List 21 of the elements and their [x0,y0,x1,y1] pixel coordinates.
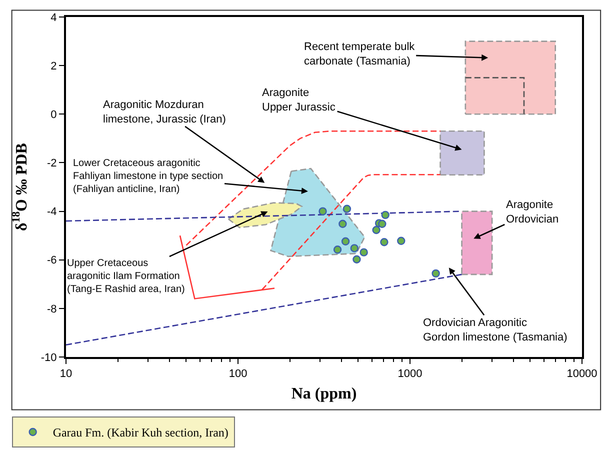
annotation: Upper Cretaceous aragonitic Ilam Formation (Tang-E Rashid area, Iran) [67,258,185,295]
x-tick-label: 10000 [566,368,598,380]
x-axis-title: Na (ppm) [291,385,357,402]
x-tick-label: 10 [60,368,72,380]
y-tick-label: -2 [47,158,57,170]
x-tick-label: 1000 [398,368,422,380]
y-tick-label: -10 [40,352,57,364]
annotation: Lower Cretaceous aragonitic Fahliyan limestone in type section (Fahliyan anticline, Iran) [73,158,224,195]
legend-label: Garau Fm. (Kabir Kuh section, Iran) [52,426,228,440]
y-tick-label: 0 [50,108,57,121]
x-tick-label: 100 [228,368,248,380]
annotation: Aragonite Ordovician [506,199,559,226]
y-tick-label: 4 [50,12,57,24]
y-tick-label: 2 [50,60,57,72]
y-tick-label: -6 [47,254,57,267]
y-tick-label: -8 [47,303,57,316]
annotation: Ordovician Aragonitic Gordon limestone (Tasmania) [423,317,568,344]
annotation: Recent temperate bulk carbonate (Tasmania) [304,41,416,68]
annotation: Aragonite Upper Jurassic [262,87,336,114]
annotation: Aragonitic Mozduran limestone, Jurassic (Iran) [103,99,226,126]
y-tick-label: -4 [47,206,57,218]
